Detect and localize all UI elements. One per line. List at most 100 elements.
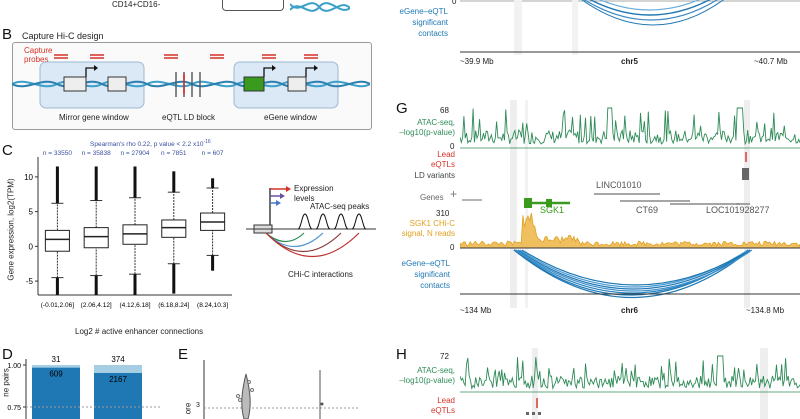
g-chrom: chr6 (621, 306, 638, 315)
g-atac-sub: –log10(p-value) (399, 128, 455, 137)
tss-arrow-3 (305, 67, 316, 77)
g-sgk1-max: 310 (436, 209, 450, 218)
spearman-exponent: -16 (203, 139, 211, 145)
panel-letter-e: E (178, 346, 189, 363)
panel-b-title: Capture Hi-C design (22, 31, 104, 41)
outliers-high (94, 166, 98, 201)
h-atac-max: 72 (440, 352, 449, 361)
tss-arrow-2 (263, 67, 274, 77)
probe-marks (54, 54, 318, 59)
g-genes-label: Genes (420, 193, 444, 202)
g-sgk1-signal (460, 212, 800, 248)
g-egene-label: eGene–eQTL significant contacts (401, 259, 450, 290)
plus-icon: + (450, 187, 458, 201)
g-atac-signal (460, 107, 800, 146)
atac-peaks (297, 213, 367, 230)
spearman-stats: Spearman's rho 0.22, p value < 2.2 x10-1… (90, 139, 211, 148)
g-atac-max: 68 (440, 106, 449, 115)
g-contact-arcs (513, 249, 753, 298)
capture-probes-label: Capture probes (24, 46, 53, 64)
boxplot-xlabel: Log2 # active enhancer connections (75, 327, 204, 336)
atac-peaks-label: ATAC-seq peaks (310, 202, 370, 211)
h-tracks (460, 348, 800, 419)
x-tick-label: (4.12,6.18] (119, 302, 150, 309)
x-tick-label: (2.06,4.12] (81, 302, 112, 309)
g-sgk1-label: SGK1 CHi-C signal, N reads (401, 219, 455, 238)
bar-upper (94, 365, 142, 373)
outliers-high (172, 171, 176, 193)
outliers-high (211, 178, 215, 189)
outliers-low (172, 263, 176, 294)
n-label: n = 7851 (161, 150, 187, 157)
panel-a-box (222, 0, 284, 11)
mirror-gene-block-2 (107, 76, 127, 92)
bar-upper (32, 365, 80, 368)
panel-e-plot (203, 360, 360, 419)
h-atac-label: ATAC-seq, (417, 366, 455, 375)
panel-e-ylabel: ore (183, 402, 193, 415)
outliers-low (211, 255, 215, 271)
n-label: n = 33550 (43, 150, 72, 157)
outliers-low (55, 277, 59, 295)
x-tick-label: (6.18,8.24] (158, 302, 189, 309)
ld-variants-block (742, 168, 749, 180)
y-tick-label: 5 (29, 208, 34, 217)
panel-letter-d: D (2, 346, 13, 363)
g-sgk1-min: 0 (450, 243, 455, 252)
y-tick-label: 0.75 (7, 405, 21, 412)
dna-helix-a (290, 2, 350, 12)
outliers-low (133, 274, 137, 295)
n-label: n = 35838 (82, 150, 111, 157)
expression-levels-label: Expression levels (294, 184, 334, 203)
stacked-bar-chart: 1.00 0.75 31 609 374 2167 (7, 355, 160, 419)
box (44, 229, 70, 252)
outliers-high (55, 166, 59, 204)
y-tick-label: -5 (26, 277, 34, 286)
panel-letter-g: G (396, 100, 408, 117)
bar-label-upper: 31 (52, 355, 61, 364)
g-ld-label: LD variants (414, 171, 455, 180)
gene-track (462, 193, 750, 208)
egene-block-2 (287, 76, 307, 92)
enhancer-schematic (246, 186, 376, 257)
panel-letter-c: C (2, 142, 13, 159)
gene-ct69: CT69 (636, 205, 659, 215)
mirror-gene-block-1 (63, 76, 87, 92)
panel-letter-h: H (396, 346, 407, 363)
h-lead-label: Lead eQTLs (430, 396, 455, 415)
x-tick-label: (8.24,10.3] (197, 302, 228, 309)
ld-block-label: eQTL LD block (162, 113, 216, 122)
g-right-coord: ~134.8 Mb (746, 306, 785, 315)
bar-label-lower: 609 (49, 370, 63, 379)
gene-linc01010: LINC01010 (596, 180, 642, 190)
bar-label-upper: 374 (111, 355, 125, 364)
chic-interactions-label: CHi-C interactions (288, 270, 353, 279)
mirror-window-label: Mirror gene window (59, 113, 129, 122)
expression-boxplot: -5 0 5 10 n = 33550 (-0.01,2.06] n = 35838 (2.0… (24, 150, 232, 309)
g-atac-min: 0 (450, 142, 455, 151)
g-atac-label: ATAC-seq, (417, 118, 455, 127)
y-tick-label: 0 (29, 242, 34, 251)
n-label: n = 27904 (120, 150, 149, 157)
tss-arrow-1 (85, 67, 96, 77)
g-left-coord: ~134 Mb (460, 306, 492, 315)
g-lead-label: Lead eQTLs (430, 150, 455, 169)
chr5-start-tick: 0 (452, 0, 457, 6)
x-tick-label: (-0.01,2.06] (41, 302, 74, 309)
box (83, 227, 109, 249)
box (161, 219, 187, 238)
h-atac-sub: –log10(p-value) (399, 376, 455, 385)
n-label: n = 607 (202, 150, 224, 157)
chr5-chrom: chr5 (621, 57, 638, 66)
g-tracks (460, 100, 800, 308)
bar-lower (94, 372, 142, 419)
y-tick-label: 1.00 (7, 363, 21, 370)
bar-lower (32, 367, 80, 419)
outliers-high (133, 166, 137, 198)
capture-hic-schematic (12, 54, 370, 109)
panel-e-tick: 3 (196, 402, 200, 409)
chr5-left-coord: ~39.9 Mb (460, 57, 494, 66)
violin-1 (241, 373, 251, 419)
gene-sgk1: SGK1 (540, 205, 565, 215)
bar-label-lower: 2167 (109, 375, 127, 384)
